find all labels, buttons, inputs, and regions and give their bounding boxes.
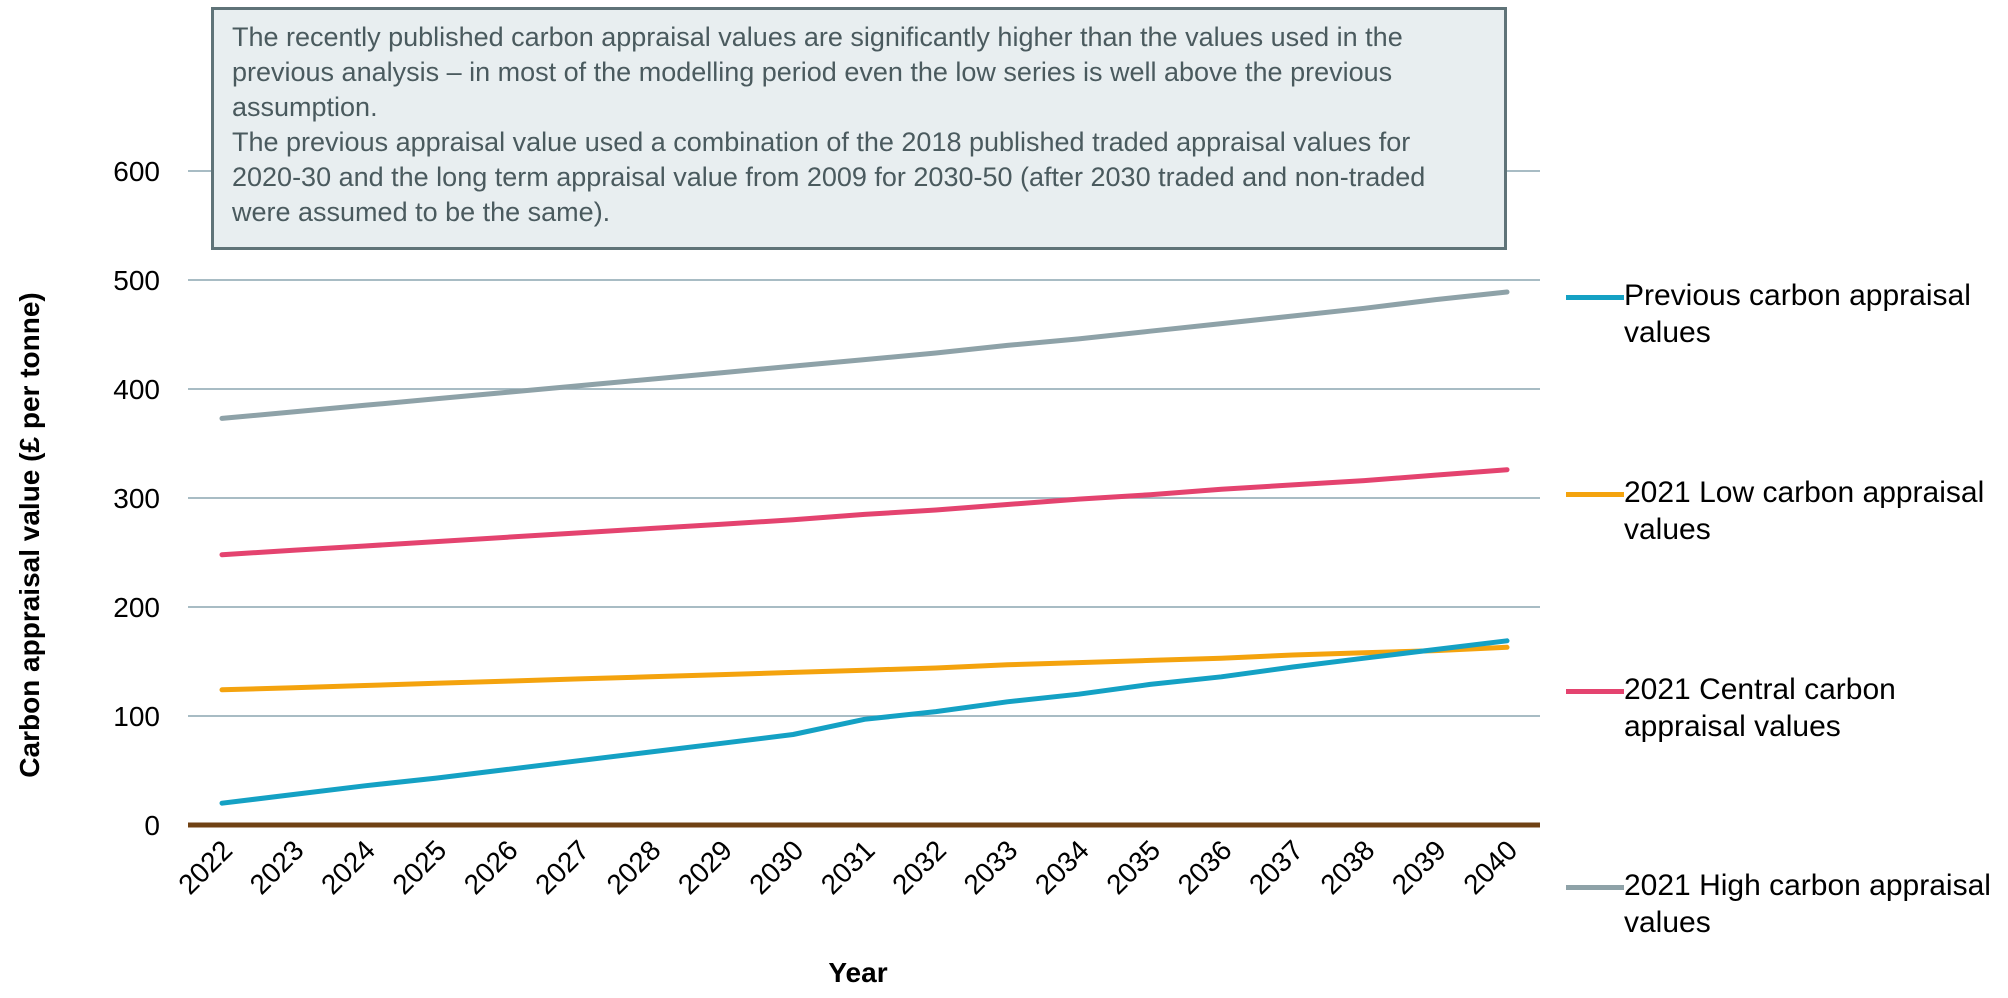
x-tick-label: 2028 [601, 834, 667, 900]
series-line-3 [219, 289, 1510, 421]
x-tick-label: 2027 [529, 834, 595, 900]
legend-label-previous: Previous carbon appraisal values [1624, 279, 1971, 349]
x-tick-label: 2024 [315, 834, 381, 900]
legend-item-central: 2021 Central carbon appraisal values [1566, 671, 2004, 745]
y-tick-label: 0 [144, 810, 160, 841]
y-axis-label: Carbon appraisal value (£ per tonne) [14, 292, 45, 778]
series-lines [219, 289, 1510, 806]
y-tick-label: 100 [113, 701, 160, 732]
legend-label-central: 2021 Central carbon appraisal values [1624, 673, 1896, 743]
y-tick-label: 600 [113, 156, 160, 187]
legend-swatch-previous [1566, 295, 1624, 300]
legend-swatch-low [1566, 492, 1624, 497]
y-tick-label: 500 [113, 265, 160, 296]
x-tick-label: 2039 [1386, 834, 1452, 900]
x-axis-ticks: 2022 2023 2024 2025 2026 2027 2028 2029 2030 2031… [172, 834, 1523, 900]
annotation-box: The recently published carbon appraisal … [211, 7, 1507, 250]
legend-item-previous: Previous carbon appraisal values [1566, 277, 2004, 351]
series-line-2 [219, 467, 1510, 558]
x-tick-label: 2031 [815, 834, 881, 900]
legend-label-low: 2021 Low carbon appraisal values [1624, 476, 1985, 546]
legend-item-low: 2021 Low carbon appraisal values [1566, 474, 2004, 548]
x-tick-label: 2038 [1314, 834, 1380, 900]
legend-swatch-high [1566, 885, 1624, 890]
legend-swatch-central [1566, 689, 1624, 694]
x-tick-label: 2033 [958, 834, 1024, 900]
annotation-paragraph-2: The previous appraisal value used a comb… [232, 127, 1426, 227]
gridlines [188, 170, 1540, 828]
x-tick-label: 2037 [1243, 834, 1309, 900]
series-line-1 [219, 644, 1510, 693]
x-tick-label: 2022 [172, 834, 238, 900]
y-tick-label: 400 [113, 374, 160, 405]
y-axis-ticks: 0 100 200 300 400 500 600 [113, 156, 160, 841]
legend: Previous carbon appraisal values 2021 Lo… [1566, 0, 2006, 998]
x-axis-label: Year [828, 957, 888, 988]
legend-item-high: 2021 High carbon appraisal values [1566, 867, 2004, 941]
series-line-0 [219, 638, 1510, 806]
x-tick-label: 2025 [386, 834, 452, 900]
x-tick-label: 2023 [244, 834, 310, 900]
y-tick-label: 300 [113, 483, 160, 514]
annotation-paragraph-1: The recently published carbon appraisal … [232, 22, 1403, 122]
x-tick-label: 2034 [1029, 834, 1095, 900]
x-tick-label: 2032 [886, 834, 952, 900]
y-tick-label: 200 [113, 592, 160, 623]
x-tick-label: 2026 [458, 834, 524, 900]
x-tick-label: 2029 [672, 834, 738, 900]
x-tick-label: 2040 [1457, 834, 1523, 900]
legend-label-high: 2021 High carbon appraisal values [1624, 869, 1991, 939]
x-tick-label: 2030 [743, 834, 809, 900]
x-tick-label: 2035 [1100, 834, 1166, 900]
x-tick-label: 2036 [1172, 834, 1238, 900]
